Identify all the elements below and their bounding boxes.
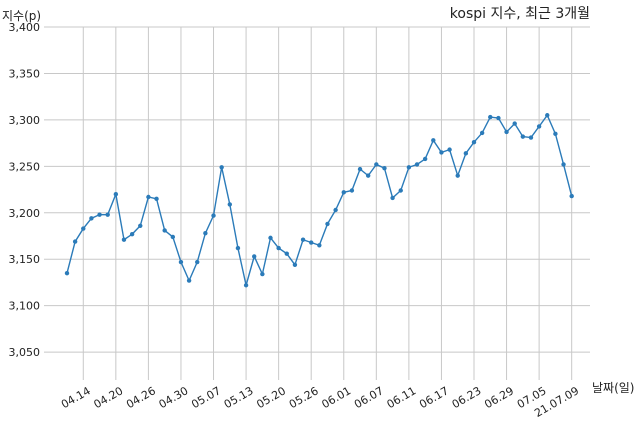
data-point <box>300 237 306 242</box>
grid <box>44 26 590 380</box>
data-point <box>292 262 298 268</box>
data-point <box>545 113 550 118</box>
data-point <box>333 207 338 213</box>
data-point <box>357 166 363 172</box>
data-point <box>496 115 501 121</box>
data-point <box>512 121 517 126</box>
data-point <box>398 188 403 193</box>
data-point <box>252 254 257 259</box>
x-tick-label: 05.26 <box>287 384 321 411</box>
data-point <box>113 192 119 197</box>
data-point <box>317 243 322 248</box>
data-point <box>447 147 452 152</box>
data-point <box>203 231 208 236</box>
y-tick-label: 3,350 <box>9 67 41 80</box>
data-point <box>170 234 176 240</box>
y-tick-label: 3,150 <box>9 253 41 266</box>
x-tick-label: 04.20 <box>92 384 126 411</box>
data-point <box>365 173 371 178</box>
x-tick-label: 06.17 <box>417 384 451 411</box>
data-point <box>243 283 249 288</box>
data-point <box>284 251 289 256</box>
y-axis-ticks: 3,050 3,100 3,150 3,200 3,250 3,300 3,350 3,400 <box>9 21 41 359</box>
x-tick-label: 04.14 <box>59 384 93 411</box>
x-tick-label: 06.11 <box>385 384 419 411</box>
data-point <box>64 270 70 276</box>
data-point <box>569 193 574 199</box>
x-tick-label: 06.29 <box>482 384 516 411</box>
data-point <box>349 188 355 193</box>
data-point <box>431 138 436 143</box>
y-tick-label: 3,200 <box>9 207 41 220</box>
data-point <box>520 134 526 139</box>
y-tick-label: 3,300 <box>9 114 41 127</box>
data-point <box>219 165 224 170</box>
data-point <box>553 131 558 137</box>
data-point <box>463 151 469 156</box>
data-point <box>374 162 379 167</box>
data-point <box>195 259 200 265</box>
series-line <box>66 113 573 286</box>
data-point <box>536 124 542 129</box>
data-points <box>64 113 574 288</box>
data-point <box>414 162 420 167</box>
x-axis-title: 날짜(일) <box>592 381 634 395</box>
data-point <box>211 213 216 218</box>
y-tick-label: 3,250 <box>9 160 41 173</box>
data-point <box>138 223 143 228</box>
data-point <box>455 173 460 178</box>
x-tick-label: 05.13 <box>222 384 256 411</box>
data-point <box>382 166 387 171</box>
y-tick-label: 3,050 <box>9 346 41 359</box>
y-tick-label: 3,100 <box>9 300 41 313</box>
data-point <box>89 216 94 221</box>
data-point <box>81 226 86 231</box>
x-tick-label: 05.20 <box>254 384 288 411</box>
data-point <box>186 278 192 283</box>
data-point <box>390 195 395 201</box>
data-point <box>479 130 485 136</box>
data-point <box>162 228 167 233</box>
data-point <box>504 129 509 135</box>
data-point <box>528 135 534 140</box>
x-axis-ticks: 04.1404.2004.2604.3005.0705.1305.2005.26… <box>59 384 581 420</box>
data-point <box>97 212 102 217</box>
data-point <box>488 114 493 120</box>
data-point <box>227 202 232 207</box>
x-tick-label: 06.07 <box>352 384 386 411</box>
chart-title: kospi 지수, 최근 3개월 <box>450 6 590 22</box>
y-tick-label: 3,400 <box>9 21 41 34</box>
data-point <box>178 259 184 265</box>
x-tick-label: 06.01 <box>319 384 353 411</box>
x-tick-label: 04.30 <box>157 384 191 411</box>
data-point <box>154 196 159 202</box>
data-point <box>260 271 265 277</box>
x-tick-label: 06.23 <box>450 384 484 411</box>
data-point <box>341 190 346 195</box>
y-axis-title: 지수(p) <box>2 9 41 23</box>
data-point <box>235 245 241 251</box>
data-point <box>561 162 566 167</box>
data-point <box>325 221 330 227</box>
data-point <box>276 245 281 251</box>
data-point <box>105 212 110 217</box>
data-point <box>309 240 314 245</box>
x-tick-label: 04.26 <box>124 384 158 411</box>
data-point <box>422 156 428 162</box>
data-point <box>439 150 444 155</box>
data-point <box>406 165 412 170</box>
data-point <box>471 139 477 145</box>
data-point <box>121 237 127 242</box>
x-tick-label: 05.07 <box>189 384 223 411</box>
data-point <box>268 235 273 241</box>
data-point <box>146 194 151 200</box>
data-point <box>129 231 135 237</box>
data-point <box>72 239 78 244</box>
